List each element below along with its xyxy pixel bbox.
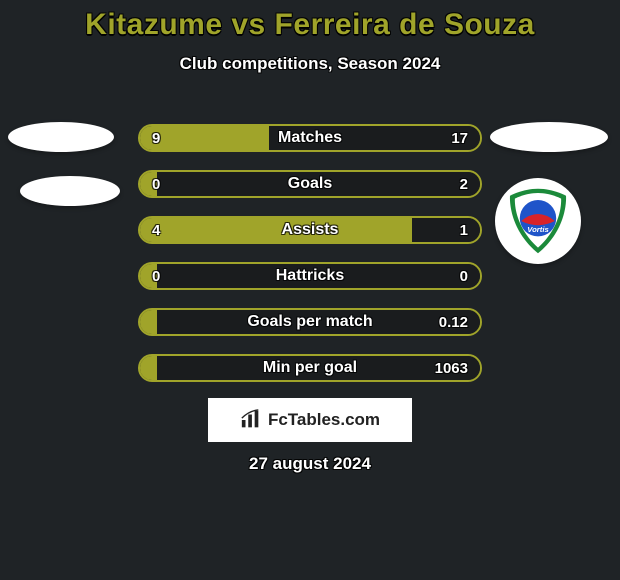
source-site-box: FcTables.com xyxy=(208,398,412,442)
club-badge-icon: Vortis xyxy=(503,186,573,256)
stat-bar-row: 00Hattricks xyxy=(138,262,482,290)
stat-label: Goals per match xyxy=(140,310,480,334)
svg-text:Vortis: Vortis xyxy=(527,225,549,234)
stat-label: Matches xyxy=(140,126,480,150)
chart-bars-icon xyxy=(240,409,262,431)
stat-bar-row: 1063Min per goal xyxy=(138,354,482,382)
subtitle: Club competitions, Season 2024 xyxy=(0,54,620,74)
stat-label: Goals xyxy=(140,172,480,196)
source-site-label: FcTables.com xyxy=(268,410,380,430)
player-avatar-left-1 xyxy=(8,122,114,152)
stat-bar-row: 41Assists xyxy=(138,216,482,244)
stat-bar-row: 917Matches xyxy=(138,124,482,152)
club-badge-right: Vortis xyxy=(495,178,581,264)
stat-bar-row: 0.12Goals per match xyxy=(138,308,482,336)
infographic-stage: Kitazume vs Ferreira de Souza Club compe… xyxy=(0,0,620,580)
player-avatar-right-1 xyxy=(490,122,608,152)
player-avatar-left-2 xyxy=(20,176,120,206)
stat-label: Hattricks xyxy=(140,264,480,288)
date-label: 27 august 2024 xyxy=(0,454,620,474)
stat-label: Assists xyxy=(140,218,480,242)
stats-bars: 917Matches 02Goals 41Assists 00Hattricks 0.1… xyxy=(138,124,482,400)
stat-bar-row: 02Goals xyxy=(138,170,482,198)
stat-label: Min per goal xyxy=(140,356,480,380)
page-title: Kitazume vs Ferreira de Souza xyxy=(0,0,620,42)
